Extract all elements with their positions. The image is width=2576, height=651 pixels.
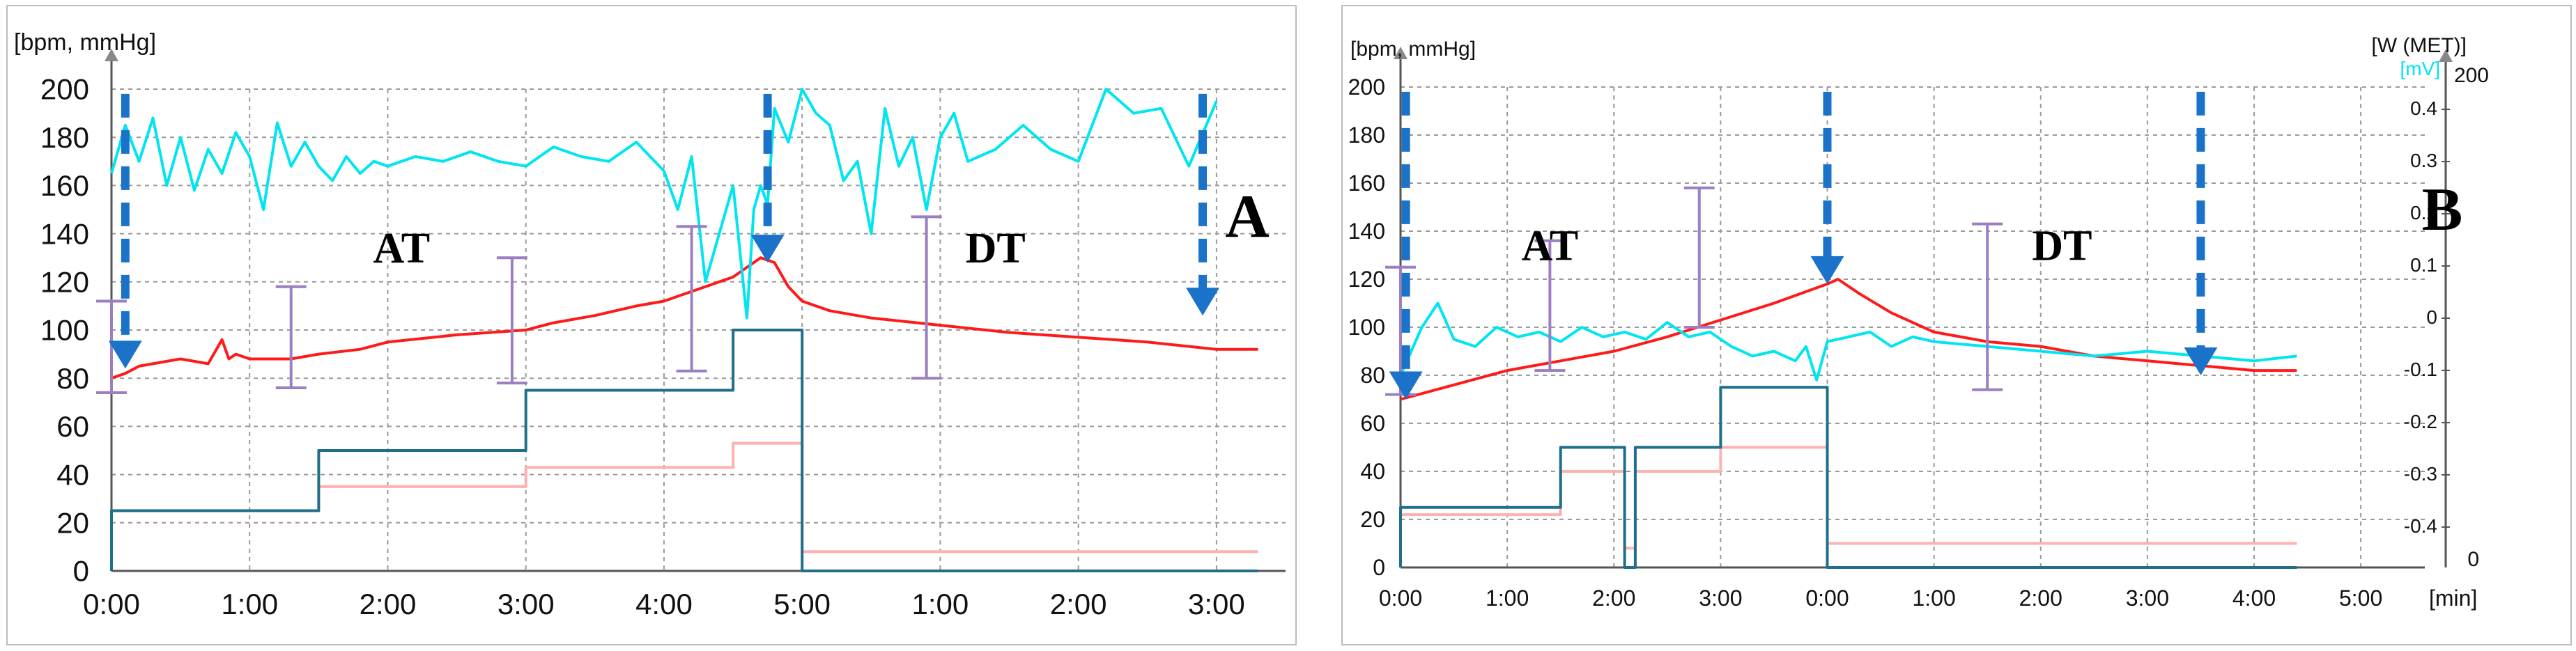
marker-arrow-head-icon bbox=[1186, 288, 1220, 316]
y-axis-arrowhead-icon bbox=[1394, 47, 1407, 59]
y-axis-arrowhead-icon bbox=[105, 49, 118, 61]
y-tick-label: 120 bbox=[40, 266, 89, 299]
x-tick-label: 5:00 bbox=[2339, 586, 2382, 611]
right-tick-label: 0.3 bbox=[2410, 150, 2437, 171]
right-tick-label: -0.2 bbox=[2404, 411, 2437, 432]
y-tick-label: 20 bbox=[56, 507, 89, 540]
right-tick-label: 0.1 bbox=[2410, 254, 2437, 276]
series-line-systolic-bp bbox=[111, 256, 1258, 380]
x-tick-label: 2:00 bbox=[1050, 588, 1107, 620]
x-tick-label: 2:00 bbox=[360, 588, 417, 620]
right-axis-arrowhead-icon bbox=[2439, 49, 2453, 62]
chart-b-svg: 0 20 40 60 80 100 120 140 160 180 200 0:00 1:00 2:00 3… bbox=[1341, 5, 2572, 645]
right-tick-label: 0.2 bbox=[2410, 202, 2437, 223]
x-tick-label: 5:00 bbox=[773, 588, 831, 620]
series-line-heart-rate bbox=[1399, 301, 2297, 382]
x-tick-label: 0:00 bbox=[1805, 586, 1849, 611]
right-tick-label: -0.4 bbox=[2404, 515, 2437, 537]
x-tick-label: 3:00 bbox=[1188, 588, 1245, 620]
panel-label: A bbox=[1225, 183, 1270, 251]
y-tick-label: 60 bbox=[56, 410, 89, 443]
right-tick-label: -0.3 bbox=[2404, 463, 2437, 485]
y-axis-unit-label: [bpm, mmHg] bbox=[14, 29, 156, 56]
y-tick-label: 120 bbox=[1348, 267, 1385, 292]
y-tick-label: 40 bbox=[1360, 459, 1385, 484]
panel-border bbox=[6, 5, 1297, 645]
y-tick-label: 0 bbox=[1373, 555, 1385, 580]
x-tick-label: 2:00 bbox=[2019, 586, 2062, 611]
y-tick-label: 180 bbox=[1348, 123, 1385, 148]
x-tick-label: 3:00 bbox=[2126, 586, 2169, 611]
x-tick-label: 3:00 bbox=[498, 588, 555, 620]
chart-panel-a: 0 20 40 60 80 100 120 140 160 180 200 0:00 1:00 2:00 3… bbox=[6, 5, 1297, 645]
y-tick-label: 140 bbox=[40, 217, 89, 250]
x-axis-unit-label: [min] bbox=[2429, 586, 2477, 611]
series-line-heart-rate bbox=[110, 88, 1218, 320]
y-tick-label: 160 bbox=[40, 169, 89, 202]
y-tick-label: 80 bbox=[1360, 363, 1385, 388]
phase-label: DT bbox=[2032, 222, 2092, 269]
series-line-load-w- bbox=[1399, 386, 2297, 569]
right-axis-unit2-label: [mV] bbox=[2400, 58, 2440, 79]
right-axis-unit-label: [W (MET)] bbox=[2371, 34, 2467, 57]
series-line-systolic-bp bbox=[1400, 278, 2297, 401]
y-tick-label: 20 bbox=[1360, 507, 1385, 532]
y-tick-label: 140 bbox=[1348, 219, 1385, 244]
phase-label: DT bbox=[966, 225, 1026, 272]
x-tick-label: 4:00 bbox=[635, 588, 693, 620]
panel-label: B bbox=[2422, 176, 2463, 244]
x-tick-label: 3:00 bbox=[1699, 586, 1742, 611]
right-tick-label: 0.4 bbox=[2410, 97, 2437, 119]
x-tick-label: 1:00 bbox=[912, 588, 969, 620]
marker-arrow-head-icon bbox=[108, 340, 142, 369]
x-tick-label: 1:00 bbox=[1486, 586, 1529, 611]
y-tick-label: 80 bbox=[56, 362, 89, 395]
chart-a-svg: 0 20 40 60 80 100 120 140 160 180 200 0:00 1:00 2:00 3… bbox=[6, 5, 1297, 645]
y-axis-unit-label: [bpm, mmHg] bbox=[1350, 38, 1476, 61]
x-tick-label: 0:00 bbox=[1379, 586, 1422, 611]
y-tick-label: 0 bbox=[73, 555, 89, 588]
marker-arrow-head-icon bbox=[1389, 371, 1423, 400]
right-axis-top-value: 200 bbox=[2454, 64, 2489, 87]
y-tick-label: 100 bbox=[1348, 315, 1385, 340]
marker-arrow-head-icon bbox=[1810, 256, 1844, 284]
y-tick-label: 60 bbox=[1360, 411, 1385, 436]
y-tick-label: 200 bbox=[1348, 74, 1385, 100]
y-tick-label: 40 bbox=[56, 458, 89, 491]
panel-border bbox=[1341, 5, 2572, 645]
marker-arrow-head-icon bbox=[2184, 347, 2218, 375]
y-tick-label: 100 bbox=[40, 314, 89, 347]
chart-panel-b: 0 20 40 60 80 100 120 140 160 180 200 0:00 1:00 2:00 3… bbox=[1338, 0, 2576, 651]
x-tick-label: 1:00 bbox=[1912, 586, 1955, 611]
x-tick-label: 2:00 bbox=[1592, 586, 1635, 611]
y-tick-label: 180 bbox=[40, 121, 89, 154]
y-tick-label: 200 bbox=[40, 73, 89, 106]
phase-label: AT bbox=[373, 225, 431, 272]
phase-label: AT bbox=[1522, 222, 1579, 269]
right-axis-bottom-value: 0 bbox=[2467, 548, 2479, 571]
x-tick-label: 4:00 bbox=[2232, 586, 2276, 611]
marker-arrow-head-icon bbox=[750, 235, 785, 263]
x-tick-label: 1:00 bbox=[221, 588, 278, 620]
series-line-load-w- bbox=[110, 329, 1258, 572]
y-tick-label: 160 bbox=[1348, 171, 1385, 196]
x-tick-label: 0:00 bbox=[83, 588, 140, 620]
right-tick-label: 0 bbox=[2426, 306, 2437, 328]
right-tick-label: -0.1 bbox=[2404, 359, 2437, 380]
